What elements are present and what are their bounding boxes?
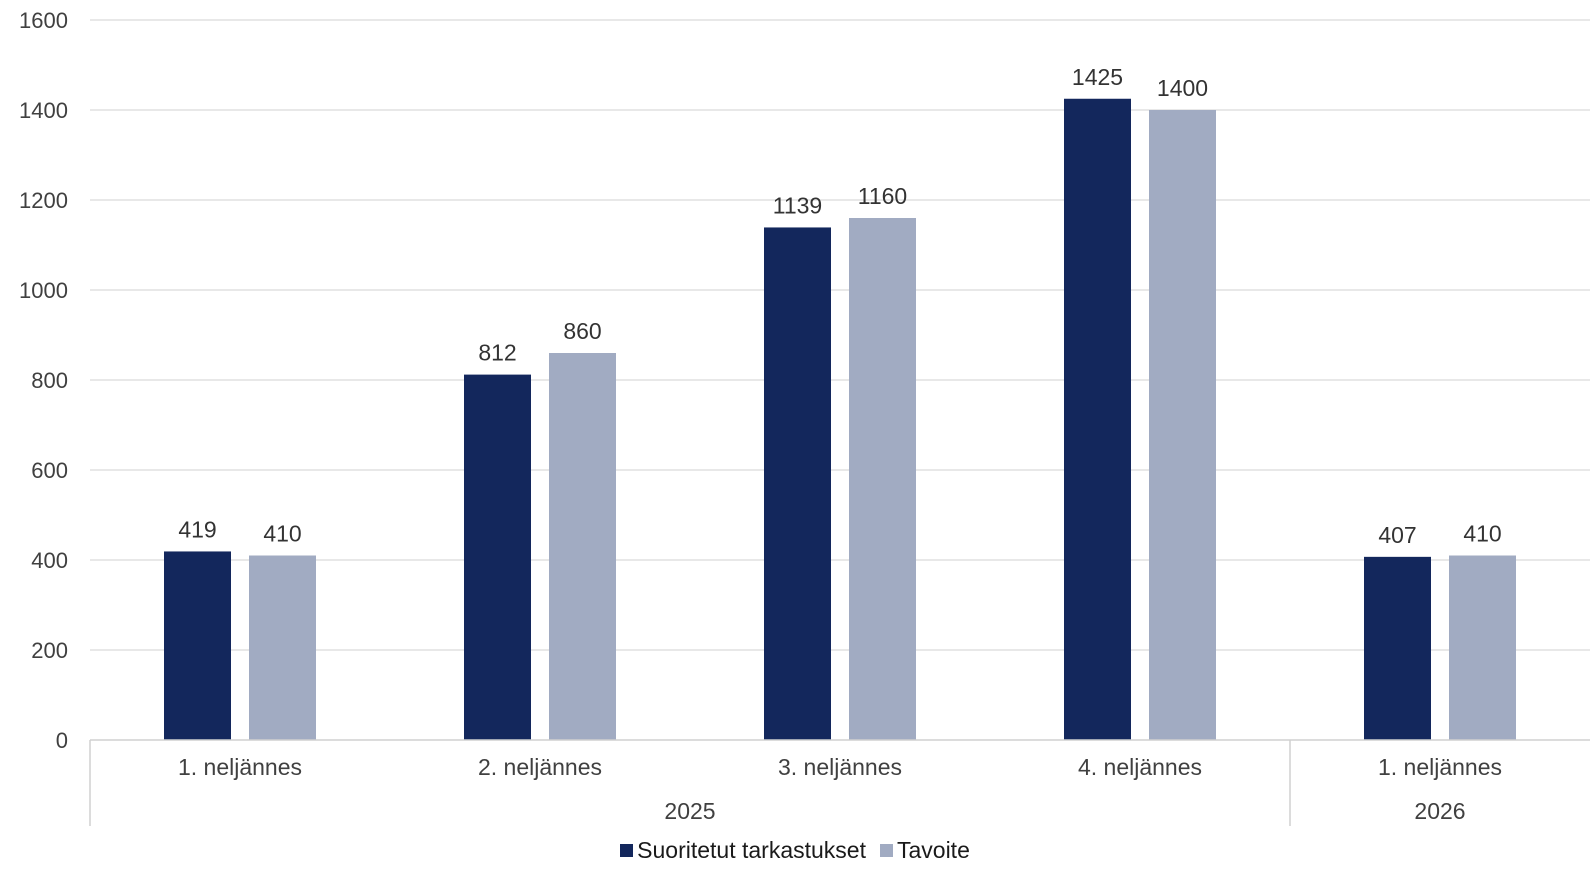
bar-series-2-cat-5 bbox=[1449, 555, 1516, 740]
x-axis: 1. neljännes 2. neljännes 3. neljännes 4. n… bbox=[89, 739, 1590, 826]
legend-swatch-series-1 bbox=[620, 843, 634, 857]
data-label-series-1-cat-4: 1425 bbox=[1072, 64, 1123, 90]
data-label-series-1-cat-3: 1139 bbox=[773, 192, 822, 218]
bar-series-2-cat-3 bbox=[849, 218, 916, 740]
gridlines bbox=[90, 19, 1590, 651]
legend-label-series-2: Tavoite bbox=[896, 836, 970, 863]
bar-series-1-cat-3 bbox=[764, 227, 831, 740]
y-tick-label-200: 200 bbox=[31, 638, 68, 663]
bar-chart: 0 200 400 600 800 1000 1200 1400 1600 419 410 812 8… bbox=[19, 8, 1590, 826]
data-label-series-2-cat-2: 860 bbox=[563, 318, 601, 344]
legend-item-series-1: Suoritetut tarkastukset bbox=[620, 837, 866, 864]
data-label-series-1-cat-2: 812 bbox=[478, 340, 516, 366]
x-tick-label-5: 1. neljännes bbox=[1378, 754, 1502, 780]
y-axis-ticks: 0 200 400 600 800 1000 1200 1400 1600 bbox=[19, 8, 68, 753]
legend-label-series-1: Suoritetut tarkastukset bbox=[637, 836, 866, 863]
y-tick-label-0: 0 bbox=[56, 728, 68, 753]
x-tick-label-3: 3. neljännes bbox=[778, 754, 902, 780]
bar-series-1-cat-2 bbox=[464, 374, 531, 740]
x-tick-label-4: 4. neljännes bbox=[1078, 754, 1202, 780]
bar-series-2-cat-1 bbox=[249, 555, 316, 740]
bar-series-2-cat-2 bbox=[549, 353, 616, 740]
y-tick-label-1000: 1000 bbox=[19, 278, 68, 303]
x-tick-label-1: 1. neljännes bbox=[178, 754, 302, 780]
y-tick-label-400: 400 bbox=[31, 548, 68, 573]
legend-item-series-2: Tavoite bbox=[879, 836, 970, 864]
data-label-series-2-cat-3: 1160 bbox=[858, 183, 907, 209]
data-label-series-1-cat-1: 419 bbox=[178, 516, 216, 542]
group-label-2025: 2025 bbox=[664, 798, 715, 824]
legend-swatch-series-2 bbox=[879, 843, 893, 857]
bar-series-2-cat-4 bbox=[1149, 110, 1216, 740]
data-labels: 419 410 812 860 1139 1160 1425 1400 407 410 bbox=[178, 64, 1501, 548]
bar-series-1-cat-1 bbox=[164, 551, 231, 740]
bar-series-1-cat-4 bbox=[1064, 98, 1131, 740]
legend: Suoritetut tarkastukset Tavoite bbox=[0, 833, 1590, 867]
y-tick-label-1600: 1600 bbox=[19, 8, 68, 33]
data-label-series-1-cat-5: 407 bbox=[1378, 522, 1416, 548]
data-label-series-2-cat-1: 410 bbox=[263, 521, 301, 547]
data-label-series-2-cat-5: 410 bbox=[1463, 521, 1501, 547]
bar-series-1-cat-5 bbox=[1364, 556, 1431, 740]
group-label-2026: 2026 bbox=[1414, 798, 1465, 824]
y-tick-label-600: 600 bbox=[31, 458, 68, 483]
y-tick-label-800: 800 bbox=[31, 368, 68, 393]
y-tick-label-1400: 1400 bbox=[19, 98, 68, 123]
data-label-series-2-cat-4: 1400 bbox=[1157, 75, 1208, 101]
bars bbox=[164, 98, 1516, 740]
y-tick-label-1200: 1200 bbox=[19, 188, 68, 213]
x-tick-label-2: 2. neljännes bbox=[478, 754, 602, 780]
